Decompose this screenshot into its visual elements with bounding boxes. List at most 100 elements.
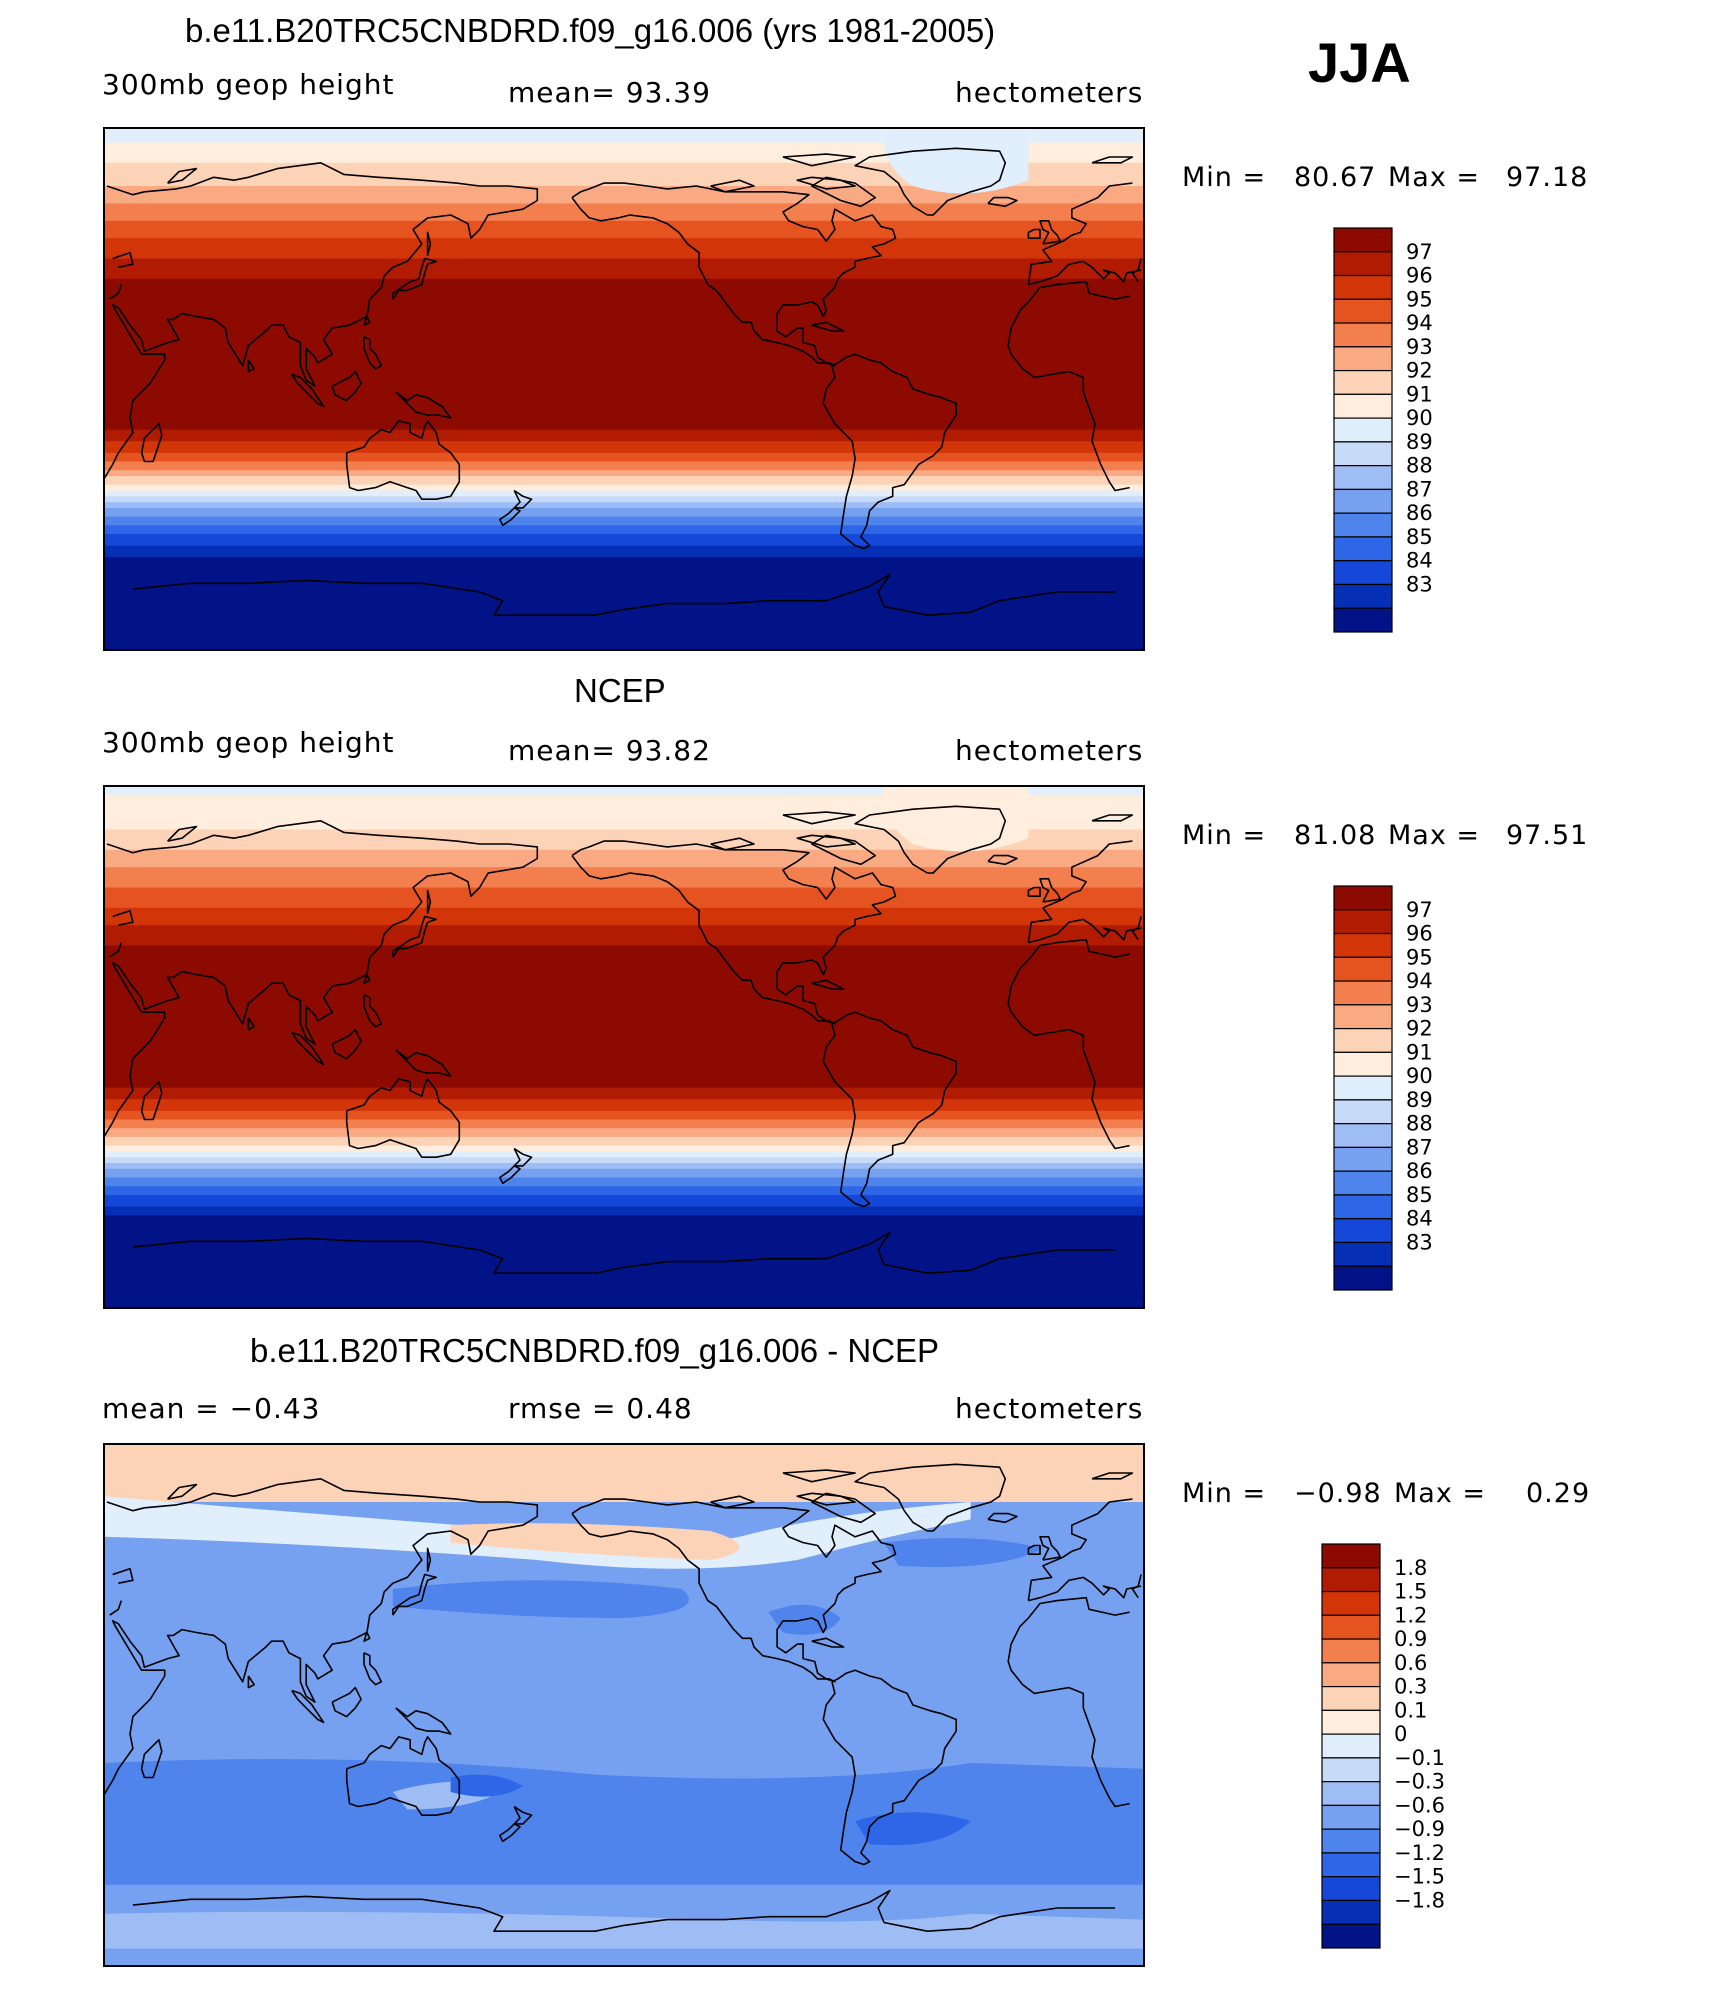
coastline bbox=[132, 1237, 538, 1274]
colorbar-tick-label: 86 bbox=[1406, 1159, 1433, 1183]
colorbar-swatch bbox=[1321, 1567, 1381, 1593]
colorbar-swatch bbox=[1333, 465, 1393, 491]
coastline bbox=[537, 1231, 1116, 1274]
coastline bbox=[811, 1637, 845, 1648]
coastline bbox=[331, 1028, 362, 1060]
coastline bbox=[811, 176, 877, 208]
colorbar-tick-label: 86 bbox=[1406, 501, 1433, 525]
coastline bbox=[112, 1567, 134, 1584]
colorbar-tick-label: 97 bbox=[1406, 240, 1433, 264]
colorbar-swatch bbox=[1333, 369, 1393, 395]
coastline bbox=[1091, 814, 1134, 822]
coastline bbox=[345, 1736, 461, 1816]
colorbar-swatch bbox=[1333, 536, 1393, 562]
arctic-region bbox=[883, 128, 1029, 194]
coastline bbox=[392, 915, 437, 958]
colorbar-tick-label: 92 bbox=[1406, 359, 1433, 383]
colorbar-swatch bbox=[1321, 1638, 1381, 1664]
colorbar-tick-label: −1.8 bbox=[1394, 1888, 1445, 1912]
colorbar-swatch bbox=[1321, 1709, 1381, 1735]
colorbar-swatch bbox=[1333, 607, 1393, 633]
colorbar-swatch bbox=[1321, 1590, 1381, 1616]
coastline bbox=[363, 974, 371, 984]
coastline bbox=[513, 1805, 533, 1825]
colorbar-swatch bbox=[1321, 1852, 1381, 1878]
coastline bbox=[710, 837, 755, 851]
colorbar-swatch bbox=[1321, 1899, 1381, 1925]
colorbar-tick-label: 0 bbox=[1394, 1722, 1407, 1746]
contour-band bbox=[104, 507, 1144, 518]
coastline bbox=[987, 196, 1018, 208]
colorbar-swatch bbox=[1321, 1543, 1381, 1569]
coastline bbox=[1091, 1472, 1134, 1480]
contour-band bbox=[104, 1194, 1144, 1207]
colorbar-swatch bbox=[1333, 885, 1393, 911]
colorbar-tick-label: 1.5 bbox=[1394, 1580, 1427, 1604]
contour-band bbox=[104, 162, 1144, 187]
colorbar-tick-label: 93 bbox=[1406, 335, 1433, 359]
colorbar-tick-label: 88 bbox=[1406, 1112, 1433, 1136]
colorbar-swatch bbox=[1333, 560, 1393, 586]
coastline bbox=[1039, 1536, 1061, 1561]
contour-band bbox=[104, 1444, 1144, 1502]
panel-2-min-label: Min = bbox=[1182, 820, 1267, 851]
coastline bbox=[822, 1011, 957, 1208]
map-frame bbox=[103, 1443, 1145, 1967]
contour-band bbox=[104, 1151, 1144, 1158]
colorbar-tick-label: 93 bbox=[1406, 993, 1433, 1017]
coastline bbox=[109, 284, 123, 300]
panel-2-variable: 300mb geop height bbox=[102, 726, 395, 759]
coastline bbox=[392, 257, 437, 300]
contour-band bbox=[104, 1110, 1144, 1120]
coastline bbox=[811, 834, 877, 866]
coastline bbox=[854, 805, 1007, 874]
colorbar-swatch bbox=[1333, 1075, 1393, 1101]
contour-band bbox=[104, 452, 1144, 462]
colorbar-swatch bbox=[1333, 227, 1393, 253]
colorbar-swatch bbox=[1321, 1733, 1381, 1759]
colorbar-swatch bbox=[1321, 1923, 1381, 1949]
colorbar-tick-label: 90 bbox=[1406, 1064, 1433, 1088]
contour-band bbox=[104, 470, 1144, 477]
panel-3-min-label: Min = bbox=[1182, 1478, 1267, 1509]
coastline bbox=[499, 1823, 521, 1843]
map-frame bbox=[103, 785, 1145, 1309]
colorbar-swatch bbox=[1333, 393, 1393, 419]
coastline bbox=[854, 1463, 1007, 1532]
contour-band bbox=[104, 496, 1144, 503]
coastline bbox=[363, 336, 383, 370]
colorbar-tick-label: 0.9 bbox=[1394, 1627, 1427, 1651]
coastline bbox=[1039, 220, 1061, 245]
colorbar-swatch bbox=[1333, 1241, 1393, 1267]
contour-band bbox=[855, 1812, 971, 1846]
colorbar-swatch bbox=[1333, 909, 1393, 935]
coastline bbox=[1027, 1544, 1041, 1555]
contour-band bbox=[104, 186, 1144, 204]
coastline bbox=[987, 1512, 1018, 1524]
contour-band bbox=[104, 142, 1144, 164]
coastline bbox=[247, 359, 255, 373]
colorbar-tick-label: 94 bbox=[1406, 311, 1433, 335]
coastline bbox=[132, 579, 538, 616]
coastline bbox=[167, 1483, 198, 1500]
contour-band bbox=[104, 545, 1144, 558]
panel-2-title: NCEP bbox=[574, 672, 666, 709]
panel-1-mean: mean= 93.39 bbox=[508, 76, 711, 109]
panel-1-title: b.e11.B20TRC5CNBDRD.f09_g16.006 (yrs 198… bbox=[185, 12, 996, 49]
contour-band bbox=[104, 1215, 1144, 1308]
colorbar-tick-label: 97 bbox=[1406, 898, 1433, 922]
coastline bbox=[363, 994, 383, 1028]
colorbar-swatch bbox=[1333, 322, 1393, 348]
colorbar-tick-label: 91 bbox=[1406, 382, 1433, 406]
coastline bbox=[513, 489, 533, 509]
colorbar-tick-label: 92 bbox=[1406, 1017, 1433, 1041]
contour-band bbox=[104, 441, 1144, 454]
coastline bbox=[1039, 878, 1061, 903]
coastline bbox=[571, 182, 897, 367]
colorbar-swatch bbox=[1333, 1170, 1393, 1196]
colorbar-tick-label: 85 bbox=[1406, 1183, 1433, 1207]
panel-1-max-label: Max = bbox=[1388, 162, 1481, 193]
colorbar-swatch bbox=[1321, 1614, 1381, 1640]
colorbar-swatch bbox=[1333, 274, 1393, 300]
coastline bbox=[140, 1081, 163, 1121]
